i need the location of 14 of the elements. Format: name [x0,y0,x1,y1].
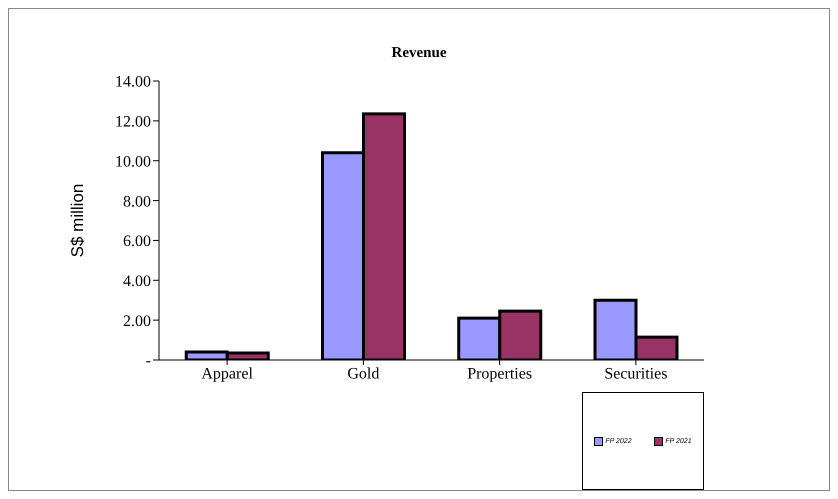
y-tick-label: 2.00 [123,312,151,330]
x-tick-label: Properties [467,365,532,382]
y-tick-label: 10.00 [115,153,151,170]
x-tick-label: Apparel [201,365,254,382]
y-tick-label: 8.00 [123,193,151,210]
y-axis-title: S$ million [68,184,88,258]
y-tick-label: - [146,352,151,370]
y-tick-label: 12.00 [115,114,151,131]
chart-title: Revenue [390,45,448,62]
y-tick-label: 14.00 [115,74,151,91]
x-tick-label: Gold [347,365,380,382]
y-tick-label: 6.00 [123,233,151,250]
x-tick-label: Securities [604,365,668,382]
y-tick-label: 4.00 [123,272,151,290]
